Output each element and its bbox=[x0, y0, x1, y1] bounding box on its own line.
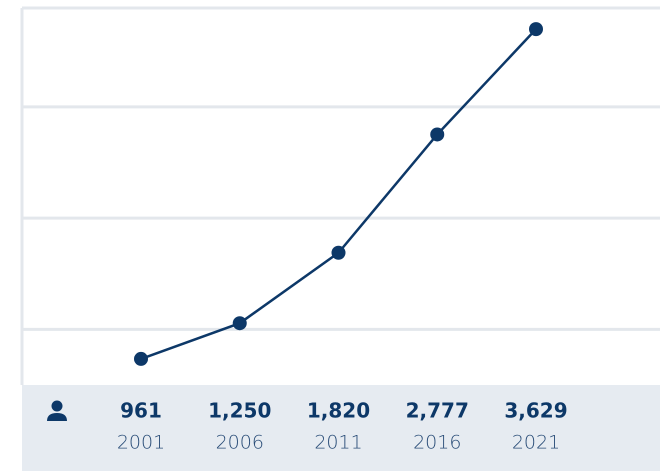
point bbox=[232, 316, 247, 331]
point bbox=[529, 22, 543, 37]
line bbox=[140, 28, 537, 361]
label-band bbox=[22, 385, 660, 471]
value-label: 2,777 bbox=[406, 399, 469, 423]
person-icon bbox=[47, 400, 67, 421]
value-label: 961 bbox=[120, 399, 162, 423]
x-tick-label: 2011 bbox=[314, 432, 362, 454]
point bbox=[331, 245, 346, 260]
x-tick-label: 2001 bbox=[117, 432, 165, 454]
value-label: 3,629 bbox=[504, 399, 567, 423]
x-tick-label: 2021 bbox=[512, 432, 560, 454]
value-label: 1,250 bbox=[208, 399, 271, 423]
point bbox=[430, 127, 445, 142]
point bbox=[134, 351, 148, 366]
x-tick-label: 2016 bbox=[413, 432, 461, 454]
value-label: 1,820 bbox=[307, 399, 370, 423]
x-tick-label: 2006 bbox=[216, 432, 264, 454]
